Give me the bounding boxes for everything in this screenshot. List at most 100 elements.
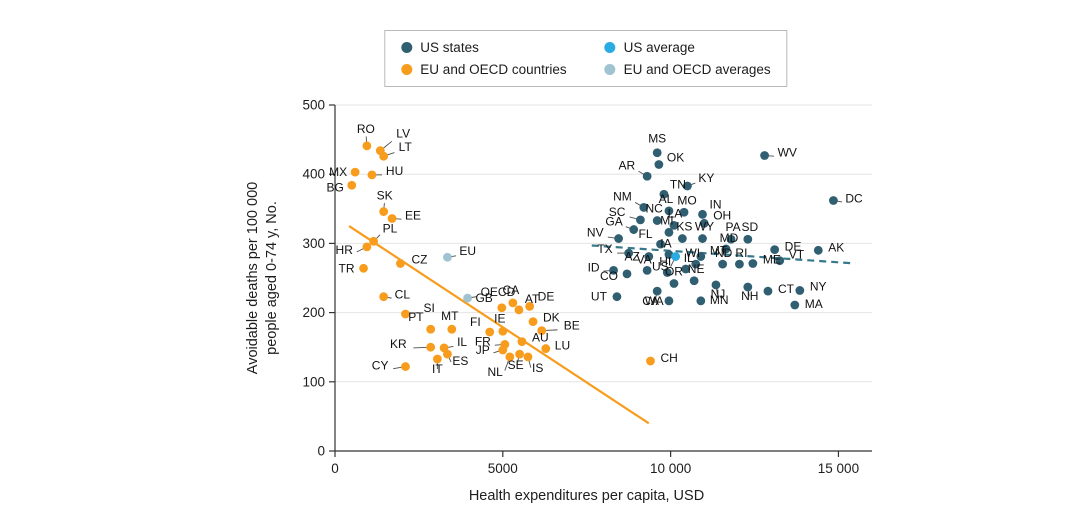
data-point [609, 265, 618, 275]
point-label: OR [665, 265, 683, 279]
data-point [696, 252, 706, 261]
data-point [624, 248, 634, 258]
point-label: IT [432, 362, 443, 376]
data-point [443, 349, 452, 359]
data-point [350, 167, 360, 177]
x-tick-label: 0 [331, 461, 339, 476]
point-label: GB [475, 291, 492, 305]
data-point [629, 225, 639, 234]
point-label: EU [459, 244, 476, 258]
data-point [636, 215, 645, 225]
point-label: US [652, 260, 669, 274]
point-label: NL [488, 365, 504, 379]
point-label: DE [785, 240, 802, 254]
point-label: IL [684, 251, 694, 265]
x-tick-label: 15 000 [818, 461, 859, 476]
data-point [721, 244, 731, 254]
data-point [679, 207, 689, 217]
data-point [396, 259, 405, 268]
data-point [515, 349, 524, 359]
data-point [644, 252, 654, 261]
data-point [359, 263, 368, 273]
data-point [813, 245, 823, 255]
point-label: UT [591, 290, 608, 304]
point-label: CY [372, 359, 389, 373]
data-point [664, 296, 674, 306]
y-tick-label: 0 [317, 444, 325, 459]
data-point [541, 344, 551, 353]
point-label: LT [399, 140, 413, 154]
data-point [498, 345, 508, 355]
point-label: OH [713, 208, 731, 222]
data-point [743, 282, 753, 292]
point-label: NY [810, 279, 827, 293]
point-label: JP [476, 343, 490, 357]
data-point [497, 303, 507, 313]
data-point [652, 148, 662, 158]
point-label: IA [660, 236, 671, 250]
point-label: ID [588, 260, 600, 274]
data-point [612, 292, 622, 302]
x-tick-label: 10 000 [650, 461, 691, 476]
point-label: WI [685, 246, 700, 260]
legend-label: US average [623, 40, 695, 55]
data-point [369, 236, 378, 246]
point-label: KR [390, 337, 407, 351]
data-point [517, 337, 527, 347]
point-label: EE [405, 208, 421, 222]
data-point [662, 268, 672, 277]
data-point [711, 280, 721, 290]
point-label: GA [605, 215, 622, 229]
point-label: CA [642, 294, 659, 308]
point-label: BE [564, 319, 580, 333]
point-label: OK [667, 151, 684, 165]
point-label: AT [525, 292, 540, 306]
point-label: CA [503, 283, 520, 297]
legend-dot-icon [604, 64, 616, 75]
x-axis-title: Health expenditures per capita, USD [468, 488, 705, 504]
data-point [514, 305, 524, 315]
point-label: MT [710, 244, 728, 258]
data-point [537, 326, 547, 335]
data-point [523, 352, 533, 362]
data-point [770, 245, 780, 255]
point-label: IE [494, 311, 505, 325]
data-point [505, 352, 515, 362]
data-point [698, 209, 707, 219]
legend-label: US states [420, 40, 479, 55]
data-point [654, 160, 664, 169]
data-point [698, 234, 707, 243]
point-label: MT [441, 309, 459, 323]
point-label: DE [538, 289, 555, 303]
point-label: LA [668, 206, 683, 220]
data-point [699, 218, 709, 228]
us-states-trend-line [591, 244, 856, 265]
data-point [659, 189, 669, 199]
data-point [696, 296, 706, 306]
data-point [760, 151, 769, 160]
data-point [735, 259, 744, 269]
data-point [664, 250, 674, 259]
data-point [387, 214, 397, 223]
data-point [763, 286, 773, 296]
legend-item: EU and OECD averages [604, 62, 771, 77]
point-label: BG [326, 180, 343, 194]
data-point [790, 300, 800, 310]
y-axis-title: Avoidable deaths per 100 000 people aged… [244, 182, 282, 374]
point-label: PL [383, 221, 398, 235]
data-point [367, 170, 377, 180]
data-point [528, 317, 538, 326]
eu-oecd-trend-line [348, 225, 650, 425]
point-label: FI [470, 315, 481, 329]
point-label: TN [670, 177, 686, 191]
data-point [347, 180, 357, 190]
data-point [401, 362, 410, 371]
point-label: NH [741, 289, 758, 303]
y-axis-title-line1: Avoidable deaths per 100 000 [245, 181, 262, 375]
point-label: RI [735, 246, 747, 260]
point-label: AK [828, 240, 844, 254]
data-point [748, 259, 758, 268]
point-label: ND [715, 246, 733, 260]
y-tick-label: 300 [302, 236, 325, 251]
